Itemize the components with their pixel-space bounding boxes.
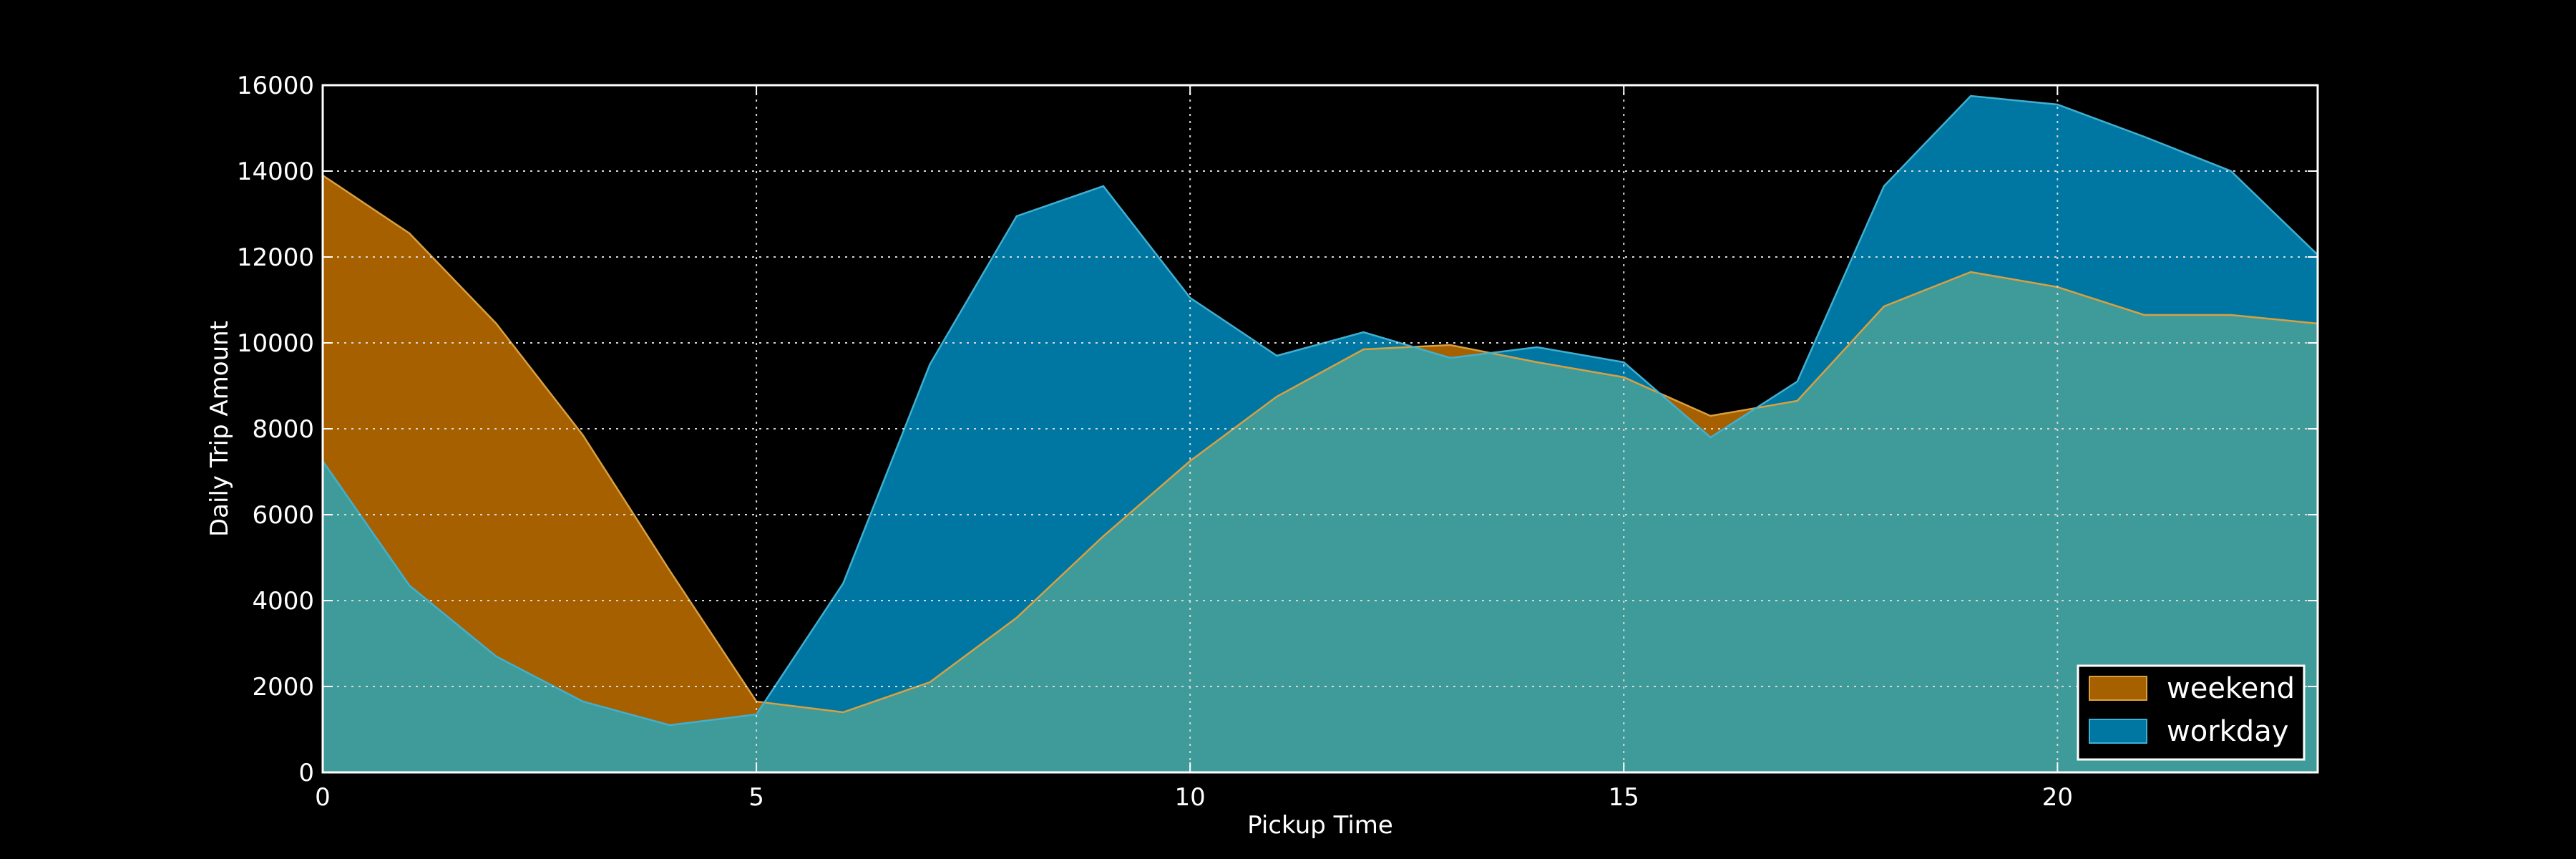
area-overlap — [323, 175, 2318, 772]
plot-area — [321, 94, 2318, 772]
x-tick-label: 10 — [1175, 783, 1206, 812]
y-tick-label: 16000 — [237, 72, 314, 100]
y-tick-label: 6000 — [252, 501, 314, 530]
legend-swatch-weekend — [2089, 676, 2147, 701]
y-tick-label: 12000 — [237, 243, 314, 272]
y-tick-label: 2000 — [252, 673, 314, 702]
line-weekend — [322, 174, 2318, 714]
axis-ticks: 0 5 10 15 20 0 2000 4000 6000 8000 10000 12000 14000… — [237, 72, 2318, 812]
legend-swatch-workday — [2089, 719, 2147, 744]
y-tick-label: 0 — [298, 759, 314, 787]
line-workday — [321, 94, 2318, 727]
legend-label-weekend: weekend — [2167, 672, 2295, 705]
y-tick-label: 8000 — [252, 415, 314, 444]
y-tick-label: 4000 — [252, 587, 314, 616]
legend: weekend workday — [2077, 664, 2306, 761]
grid-lines — [323, 85, 2318, 772]
x-tick-label: 5 — [748, 783, 764, 812]
x-tick-label: 20 — [2042, 783, 2073, 812]
x-tick-label: 0 — [315, 783, 331, 812]
x-tick-label: 15 — [1609, 783, 1639, 812]
x-axis-label: Pickup Time — [1247, 811, 1393, 840]
y-axis-label: Daily Trip Amount — [205, 321, 234, 537]
y-tick-label: 14000 — [237, 157, 314, 186]
y-tick-label: 10000 — [237, 329, 314, 358]
legend-label-workday: workday — [2167, 715, 2288, 748]
